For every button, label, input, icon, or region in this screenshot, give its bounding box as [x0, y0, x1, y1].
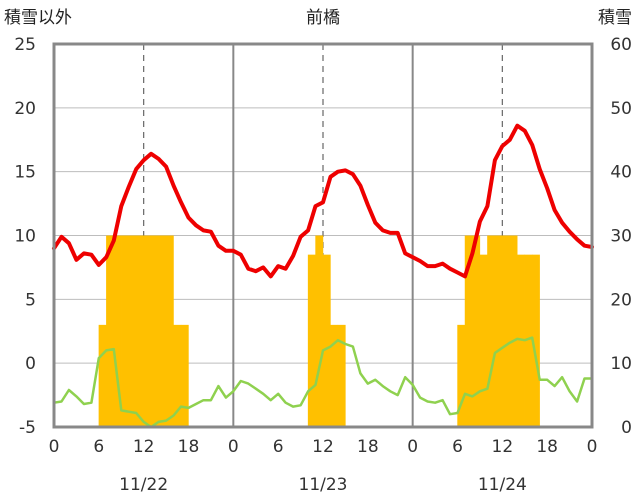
line-series [52, 123, 594, 429]
snow-bar [98, 324, 107, 427]
snow-bar [502, 235, 511, 427]
right-tick-label: 30 [610, 227, 632, 247]
right-tick-label: 40 [610, 163, 632, 183]
right-tick-label: 10 [610, 354, 632, 374]
left-axis-label: 積雪以外 [4, 8, 72, 28]
x-tick-label: 6 [273, 437, 284, 457]
left-tick-label: 20 [14, 99, 36, 119]
snow-bar [479, 254, 488, 427]
left-tick-label: 0 [25, 354, 36, 374]
snow-bar [457, 324, 466, 427]
snow-bar [121, 235, 129, 427]
snow-bar [173, 324, 182, 427]
x-tick-label: 6 [93, 437, 104, 457]
left-tick-label: 5 [25, 290, 36, 310]
chart-title: 前橋 [306, 8, 340, 28]
snow-bar [517, 254, 525, 427]
snow-bar [487, 235, 496, 427]
x-tick-label: 18 [536, 437, 558, 457]
x-tick-label: 6 [452, 437, 463, 457]
snow-bar [180, 324, 189, 427]
x-tick-label: 18 [178, 437, 200, 457]
snow-bars [98, 235, 540, 427]
day-label: 11/24 [478, 475, 527, 495]
snow-bar [315, 235, 324, 427]
snow-bar [128, 235, 137, 427]
green-line [52, 336, 594, 429]
snow-bar [330, 324, 339, 427]
snow-bar [509, 235, 518, 427]
x-tick-label: 0 [49, 437, 60, 457]
snow-bar [143, 235, 152, 427]
snow-bar [532, 254, 540, 427]
left-tick-label: 25 [14, 35, 36, 55]
day-label: 11/23 [299, 475, 348, 495]
left-tick-label: 15 [14, 163, 36, 183]
plot-frame [52, 42, 594, 429]
snow-bar [524, 254, 533, 427]
snow-bar [494, 235, 503, 427]
snow-bar [113, 235, 122, 427]
right-tick-label: 0 [621, 418, 632, 438]
snow-bar [322, 254, 331, 427]
red-line [52, 123, 594, 279]
snow-bar [150, 235, 159, 427]
x-tick-label: 0 [587, 437, 598, 457]
right-tick-label: 50 [610, 99, 632, 119]
right-tick-label: 20 [610, 290, 632, 310]
x-tick-label: 12 [312, 437, 334, 457]
x-tick-label: 18 [357, 437, 379, 457]
snow-bar [106, 235, 114, 427]
snow-bar [158, 235, 167, 427]
right-tick-label: 60 [610, 35, 632, 55]
snow-bar [165, 235, 174, 427]
x-tick-label: 0 [228, 437, 239, 457]
x-tick-label: 12 [133, 437, 155, 457]
left-tick-label: 10 [14, 227, 36, 247]
x-tick-label: 12 [492, 437, 514, 457]
right-axis-label: 積雪 [598, 8, 632, 28]
snow-bar [472, 235, 481, 427]
snow-bar [337, 324, 346, 427]
snow-bar [135, 235, 144, 427]
snow-bar [464, 235, 473, 427]
left-tick-label: -5 [19, 418, 36, 438]
day-label: 11/22 [119, 475, 168, 495]
snow-bar [307, 254, 316, 427]
x-tick-label: 0 [407, 437, 418, 457]
